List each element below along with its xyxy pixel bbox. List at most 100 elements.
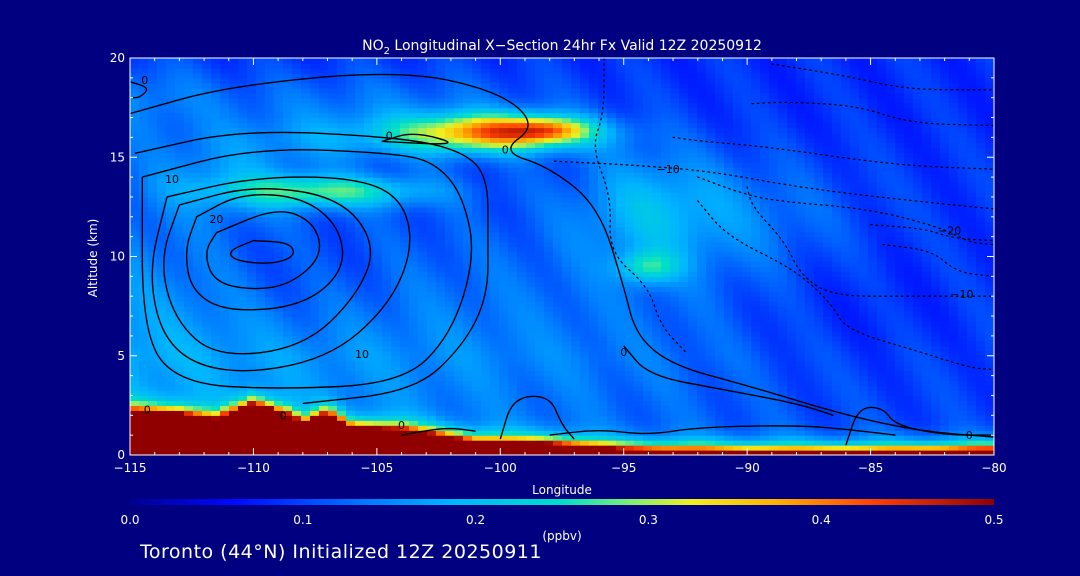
field-cell	[301, 196, 311, 203]
field-cell	[130, 390, 140, 397]
field-cell	[400, 62, 410, 69]
field-cell	[598, 435, 608, 441]
field-cell	[481, 62, 491, 69]
field-cell	[292, 325, 302, 332]
field-cell	[679, 147, 689, 153]
field-cell	[580, 191, 590, 198]
field-cell	[391, 172, 401, 178]
field-cell	[382, 266, 392, 272]
field-cell	[247, 335, 257, 342]
field-cell	[373, 177, 383, 183]
field-cell	[130, 172, 140, 178]
field-cell	[589, 92, 599, 99]
field-cell	[454, 241, 464, 248]
field-cell	[229, 137, 239, 143]
field-cell	[328, 102, 338, 109]
field-cell	[202, 430, 212, 436]
field-cell	[616, 380, 626, 387]
field-cell	[328, 271, 338, 277]
field-cell	[481, 370, 491, 377]
field-cell	[436, 67, 446, 74]
field-cell	[256, 132, 266, 138]
field-cell	[634, 142, 644, 148]
field-cell	[661, 112, 671, 119]
field-cell	[238, 430, 248, 436]
field-cell	[670, 157, 680, 163]
field-cell	[310, 301, 320, 307]
field-cell	[634, 350, 644, 357]
field-cell	[139, 206, 149, 213]
field-cell	[535, 400, 545, 406]
field-cell	[472, 87, 482, 94]
field-cell	[661, 321, 671, 327]
field-cell	[661, 211, 671, 218]
field-cell	[265, 355, 275, 362]
field-cell	[562, 221, 572, 228]
field-cell	[427, 187, 437, 193]
field-cell	[562, 216, 572, 223]
field-cell	[157, 335, 167, 342]
field-cell	[184, 221, 194, 228]
field-cell	[337, 325, 347, 332]
field-cell	[283, 360, 293, 367]
field-cell	[202, 365, 212, 372]
field-cell	[463, 142, 473, 148]
field-cell	[490, 216, 500, 223]
field-cell	[508, 286, 518, 292]
field-cell	[625, 241, 635, 248]
field-cell	[256, 102, 266, 109]
field-cell	[355, 137, 365, 143]
field-cell	[238, 231, 248, 238]
field-cell	[292, 390, 302, 397]
field-cell	[553, 400, 563, 406]
field-cell	[562, 177, 572, 183]
field-cell	[310, 216, 320, 223]
field-cell	[589, 122, 599, 129]
field-cell	[184, 385, 194, 392]
field-cell	[328, 380, 338, 387]
field-cell	[265, 167, 275, 173]
field-cell	[355, 167, 365, 173]
field-cell	[166, 450, 176, 455]
field-cell	[310, 405, 320, 411]
field-cell	[175, 216, 185, 223]
field-cell	[193, 365, 203, 372]
field-cell	[625, 345, 635, 352]
field-cell	[328, 395, 338, 402]
field-cell	[517, 430, 527, 436]
field-cell	[211, 375, 221, 382]
field-cell	[508, 82, 518, 89]
field-cell	[166, 77, 176, 84]
field-cell	[661, 152, 671, 158]
field-cell	[445, 187, 455, 193]
field-cell	[400, 82, 410, 89]
field-cell	[391, 380, 401, 387]
field-cell	[652, 102, 662, 109]
field-cell	[175, 296, 185, 302]
field-cell	[670, 117, 680, 124]
field-cell	[616, 435, 626, 441]
field-cell	[373, 187, 383, 193]
field-cell	[202, 182, 212, 188]
field-cell	[382, 425, 392, 431]
field-cell	[670, 276, 680, 282]
field-cell	[598, 390, 608, 397]
field-cell	[382, 72, 392, 79]
field-cell	[328, 405, 338, 411]
field-cell	[157, 187, 167, 193]
field-cell	[553, 390, 563, 397]
field-cell	[607, 410, 617, 416]
field-cell	[337, 137, 347, 143]
field-cell	[643, 296, 653, 302]
field-cell	[418, 390, 428, 397]
field-cell	[364, 306, 374, 312]
field-cell	[427, 92, 437, 99]
field-cell	[247, 261, 257, 268]
field-cell	[490, 157, 500, 163]
field-cell	[445, 286, 455, 292]
field-cell	[301, 311, 311, 317]
field-cell	[652, 127, 662, 134]
field-cell	[643, 172, 653, 178]
field-cell	[319, 67, 329, 74]
field-cell	[409, 345, 419, 352]
